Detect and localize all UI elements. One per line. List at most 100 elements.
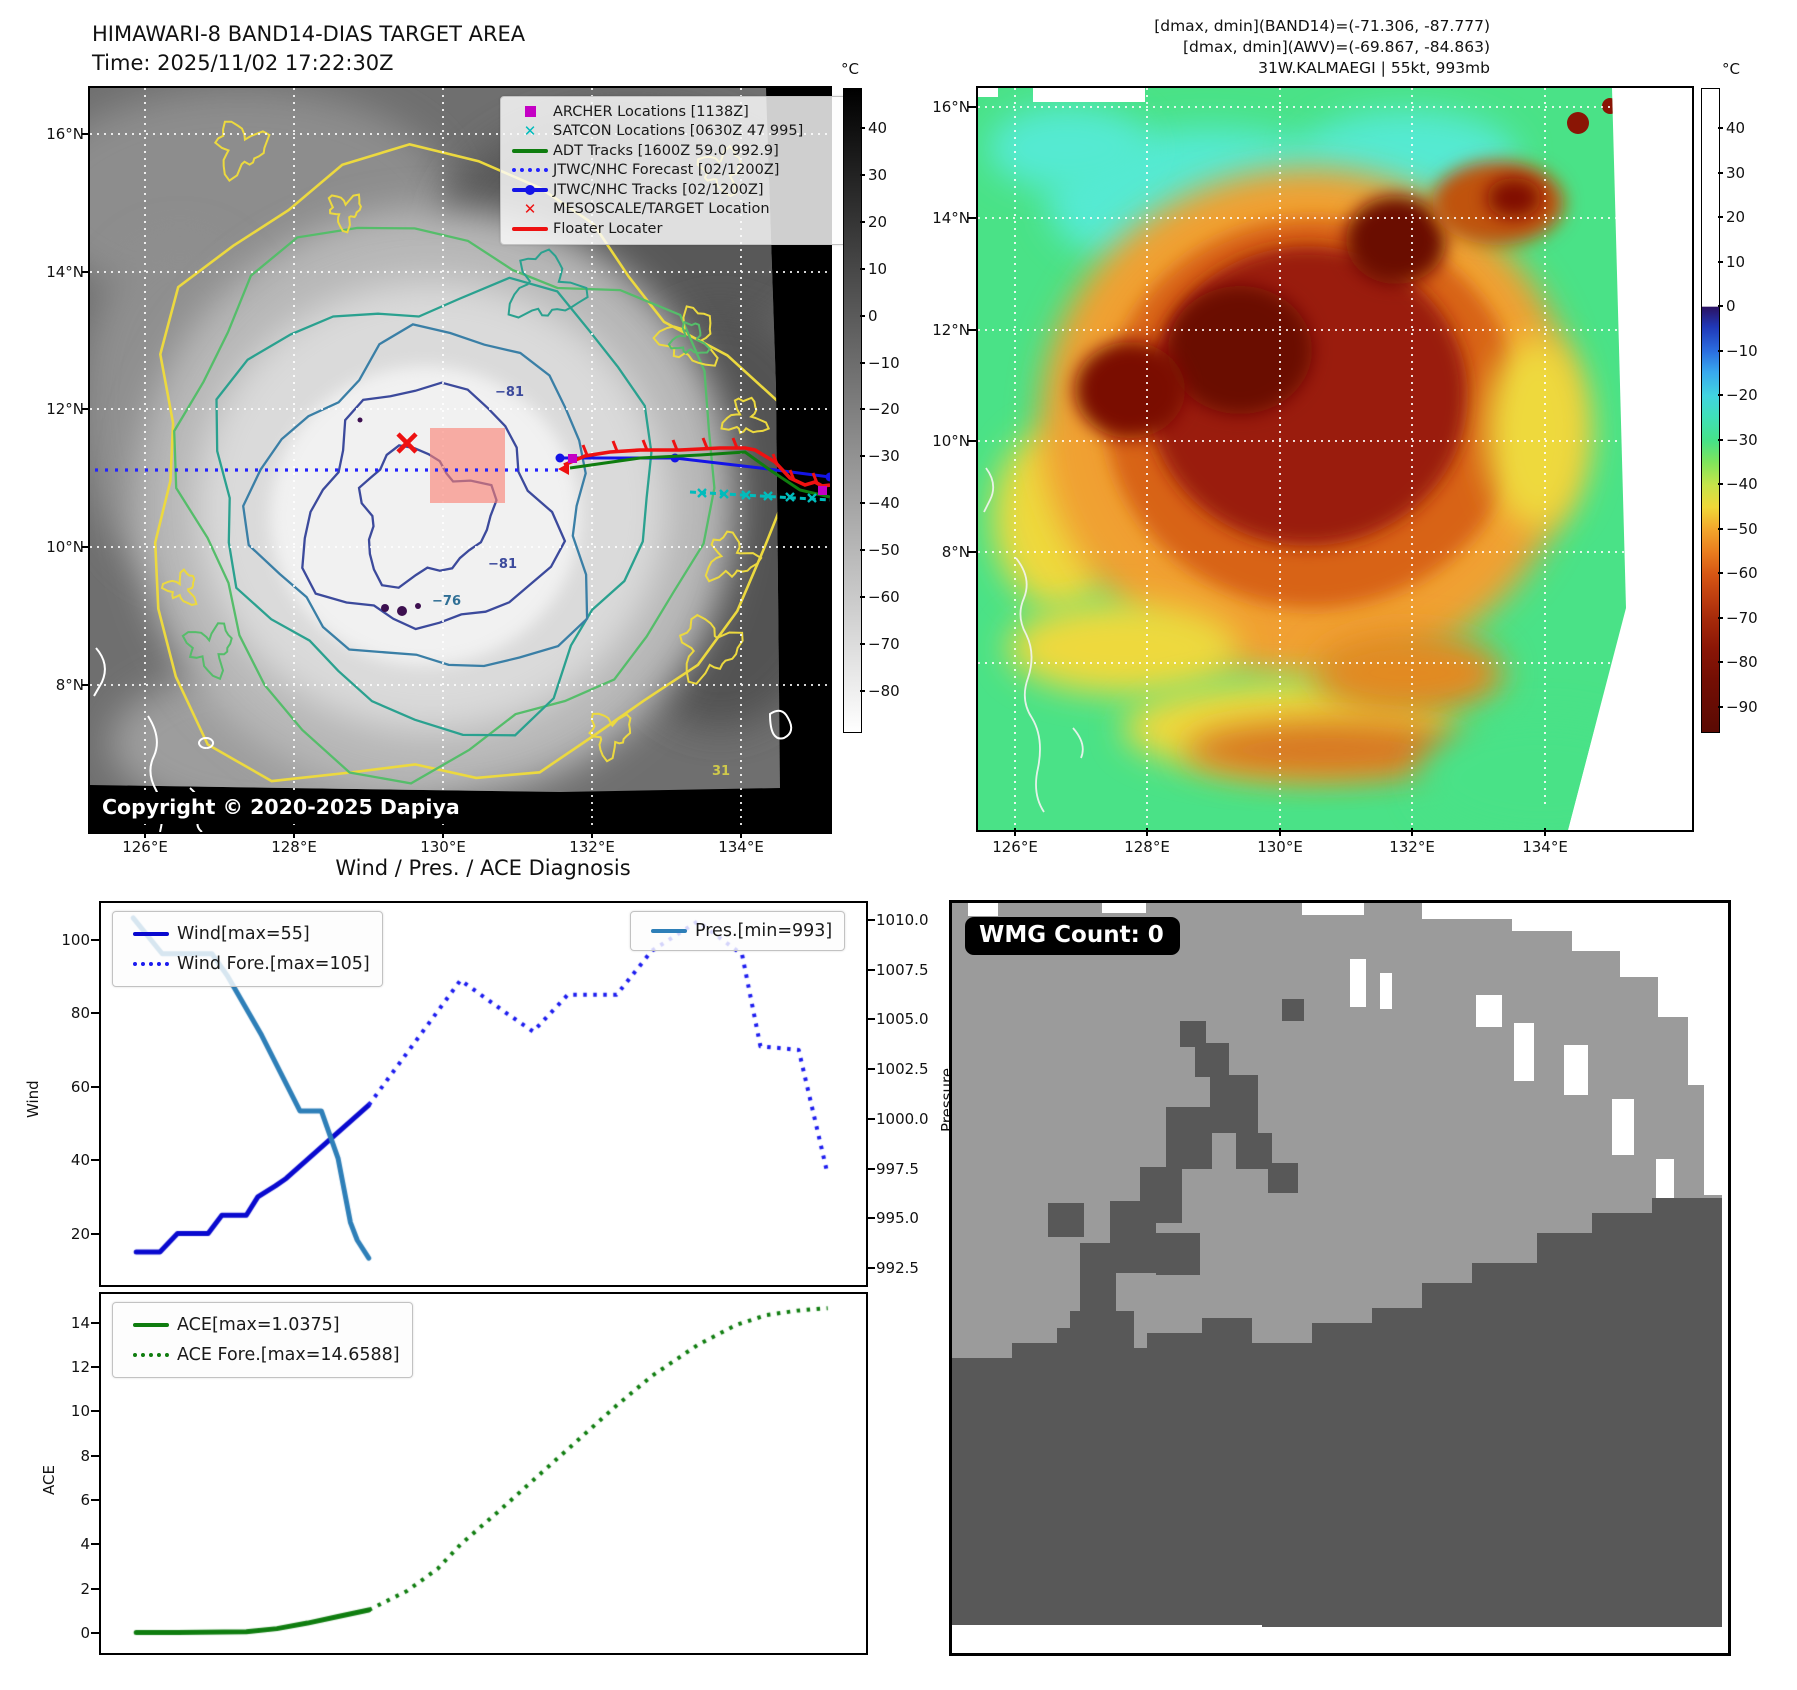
- band14-legend: ARCHER Locations [1138Z] ✕ SATCON Location…: [500, 96, 848, 245]
- tick-mark: [144, 830, 146, 838]
- tick-mark: [867, 1267, 875, 1270]
- tick-mark: [1718, 349, 1723, 352]
- pressure-tick: 1002.5: [876, 1060, 929, 1079]
- band14-lat-tick: 16°N: [46, 125, 84, 143]
- tick-mark: [1411, 828, 1413, 836]
- awv-lat-tick: 12°N: [932, 321, 970, 339]
- pressure-legend: Pres.[min=993]: [630, 911, 846, 951]
- tick-mark: [1279, 828, 1281, 836]
- band14-colorbar-tick: −70: [868, 634, 900, 653]
- blue-dotted-line-icon: [507, 168, 553, 173]
- awv-colorbar-tick: −30: [1726, 430, 1758, 449]
- tick-mark: [1014, 828, 1016, 836]
- wind-tick: 20: [70, 1224, 90, 1243]
- tick-mark: [1146, 828, 1148, 836]
- contour-ring: [242, 323, 589, 668]
- tick-mark: [1718, 527, 1723, 530]
- tick-mark: [91, 1499, 99, 1502]
- ace-line-icon: [125, 1323, 177, 1327]
- wind-fore-dotted-icon: [125, 962, 177, 966]
- pressure-tick: 992.5: [876, 1259, 919, 1278]
- legend-item: ADT Tracks [1600Z 59.0 992.9]: [507, 141, 841, 161]
- band14-colorbar: [843, 88, 862, 733]
- contour-label: −81: [495, 385, 524, 400]
- mesoscale-target-x: [396, 432, 418, 454]
- dmax-dmin-band14: [dmax, dmin](BAND14)=(-71.306, -87.777): [1154, 17, 1490, 35]
- tick-mark: [82, 684, 90, 686]
- band14-lon-tick: 128°E: [271, 838, 317, 856]
- storm-id-intensity: 31W.KALMAEGI | 55kt, 993mb: [1258, 59, 1490, 77]
- tick-mark: [860, 220, 865, 223]
- awv-lon-tick: 134°E: [1522, 838, 1568, 856]
- tick-mark: [860, 596, 865, 598]
- green-line-icon: [507, 148, 553, 153]
- contour-ring: [720, 396, 771, 435]
- tick-mark: [91, 938, 99, 941]
- band14-cloud-field: [90, 88, 780, 792]
- tick-mark: [1718, 127, 1723, 129]
- tick-mark: [867, 1167, 875, 1170]
- satcon-line: [689, 490, 830, 502]
- awv-colorbar-tick: −40: [1726, 475, 1758, 493]
- legend-item: Floater Locater: [507, 219, 841, 239]
- awv-colorbar-tick: 20: [1726, 208, 1746, 226]
- floater-track-line: [563, 446, 830, 488]
- ace-tick: 2: [80, 1579, 90, 1598]
- cyan-x-icon: ✕: [523, 121, 537, 140]
- band14-lon-tick: 130°E: [420, 838, 466, 856]
- awv-cloud-field: [978, 88, 1626, 830]
- awv-colorbar-tick: 40: [1726, 119, 1746, 137]
- tick-mark: [82, 133, 90, 135]
- ace-legend: ACE[max=1.0375] ACE Fore.[max=14.6588]: [112, 1302, 413, 1378]
- contour-ring: [652, 305, 719, 367]
- tick-mark: [867, 1117, 875, 1120]
- band14-lon-tick: 126°E: [122, 838, 168, 856]
- awv-lon-tick: 126°E: [992, 838, 1038, 856]
- track-overlay: [95, 428, 830, 503]
- wind-legend-label: Wind[max=55]: [177, 924, 310, 944]
- wmg-dark-blocks: [952, 999, 1722, 1625]
- legend-item-label: JTWC/NHC Tracks [02/1200Z]: [553, 181, 764, 198]
- awv-colorbar: [1701, 88, 1720, 733]
- awv-coastline: [983, 467, 1084, 813]
- wind-tick: 100: [61, 930, 90, 949]
- ace-tick: 4: [80, 1535, 90, 1554]
- tick-mark: [867, 918, 875, 921]
- pressure-legend-label: Pres.[min=993]: [695, 921, 833, 941]
- tick-mark: [867, 1217, 875, 1220]
- tick-mark: [860, 502, 865, 505]
- awv-colorbar-tick: −20: [1726, 386, 1758, 404]
- awv-colorbar-tick: 30: [1726, 163, 1746, 182]
- contour-label: 31: [712, 764, 731, 779]
- tick-mark: [1718, 216, 1723, 218]
- tick-mark: [867, 1068, 875, 1071]
- tick-mark: [1718, 394, 1723, 396]
- awv-lon-tick: 132°E: [1389, 838, 1435, 856]
- tick-mark: [91, 1366, 99, 1369]
- awv-gridlines: [978, 88, 1626, 830]
- pressure-tick: 997.5: [876, 1159, 919, 1178]
- band14-colorbar-tick: −50: [868, 541, 900, 560]
- tick-mark: [1718, 438, 1723, 441]
- pressure-tick: 1000.0: [876, 1109, 929, 1128]
- wmg-count-badge: WMG Count: 0: [965, 917, 1180, 955]
- band14-colorbar-tick: −80: [868, 681, 900, 700]
- awv-info-block: [dmax, dmin](BAND14)=(-71.306, -87.777) …: [1080, 16, 1490, 79]
- wind-tick: 80: [70, 1004, 90, 1023]
- band14-lat-tick: 10°N: [46, 538, 84, 556]
- band14-colorbar-tick: −40: [868, 494, 900, 513]
- ace-legend-label: ACE[max=1.0375]: [177, 1315, 340, 1335]
- band14-colorbar-tick: 10: [868, 259, 888, 278]
- tick-mark: [91, 1410, 99, 1413]
- tick-mark: [860, 361, 865, 364]
- tick-mark: [82, 546, 90, 548]
- band14-map-art: [90, 88, 830, 832]
- awv-lat-tick: 10°N: [932, 432, 970, 450]
- tick-mark: [91, 1159, 99, 1162]
- awv-colorbar-tick: −90: [1726, 697, 1758, 716]
- target-area-box: [430, 428, 505, 503]
- ace-fore-dotted-icon: [125, 1353, 177, 1357]
- awv-colorbar-tick: −10: [1726, 341, 1758, 360]
- tick-mark: [1718, 305, 1723, 307]
